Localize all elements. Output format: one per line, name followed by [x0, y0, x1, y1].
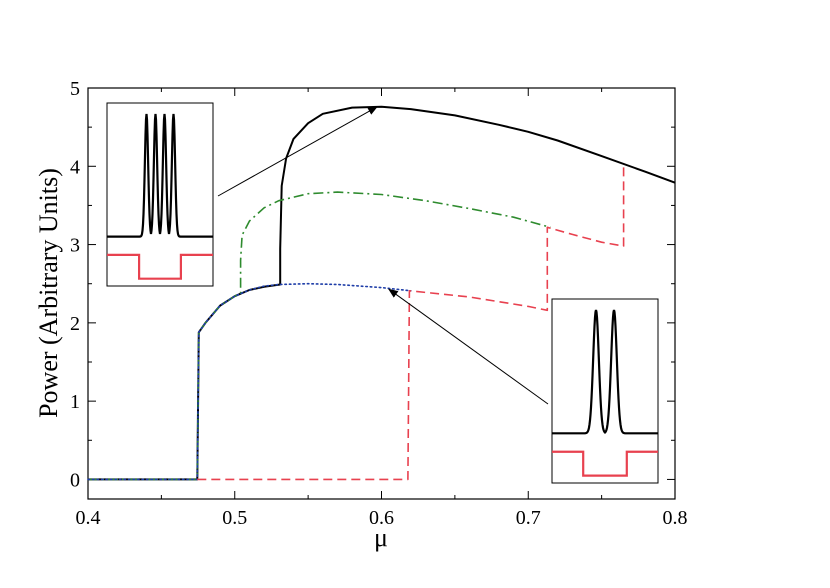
- inset-mode-profile: [551, 298, 659, 484]
- inset-frame: [106, 102, 214, 287]
- inset-potential-profile: [552, 450, 658, 477]
- inset-layer: [106, 102, 659, 484]
- y-tick-label: 2: [70, 313, 80, 335]
- inset-mode-curve: [107, 113, 213, 238]
- series-line-dashdot: [88, 191, 551, 481]
- y-tick-label: 0: [70, 469, 80, 491]
- y-tick-label: 3: [70, 235, 80, 257]
- x-tick-label: 0.5: [222, 507, 247, 529]
- x-tick-label: 0.6: [369, 507, 394, 529]
- x-tick-label: 0.7: [516, 507, 541, 529]
- inset-pointer-arrow: [217, 106, 378, 197]
- y-tick-label: 1: [70, 391, 80, 413]
- y-tick-label: 4: [70, 156, 80, 178]
- axis-tick-labels: 0.4 0.5 0.6 0.7 0.8 0 1 2 3 4 5: [70, 78, 688, 529]
- y-tick-label: 5: [70, 78, 80, 100]
- series-layer: [87, 105, 676, 481]
- axis-ticks: [87, 87, 676, 499]
- inset-mode-profile: [106, 102, 214, 287]
- inset-frame: [551, 298, 659, 484]
- series-line-dashed: [197, 164, 625, 481]
- series-line-solid: [88, 105, 676, 481]
- series-line-dotted: [87, 282, 412, 481]
- inset-potential-profile: [107, 253, 213, 280]
- x-axis-label: μ: [374, 523, 388, 552]
- inset-pointer-arrow: [388, 288, 549, 405]
- y-axis-label: Power (Arbitrary Units): [34, 168, 63, 418]
- x-tick-label: 0.4: [76, 507, 101, 529]
- x-tick-label: 0.8: [663, 507, 688, 529]
- inset-mode-curve: [552, 309, 658, 435]
